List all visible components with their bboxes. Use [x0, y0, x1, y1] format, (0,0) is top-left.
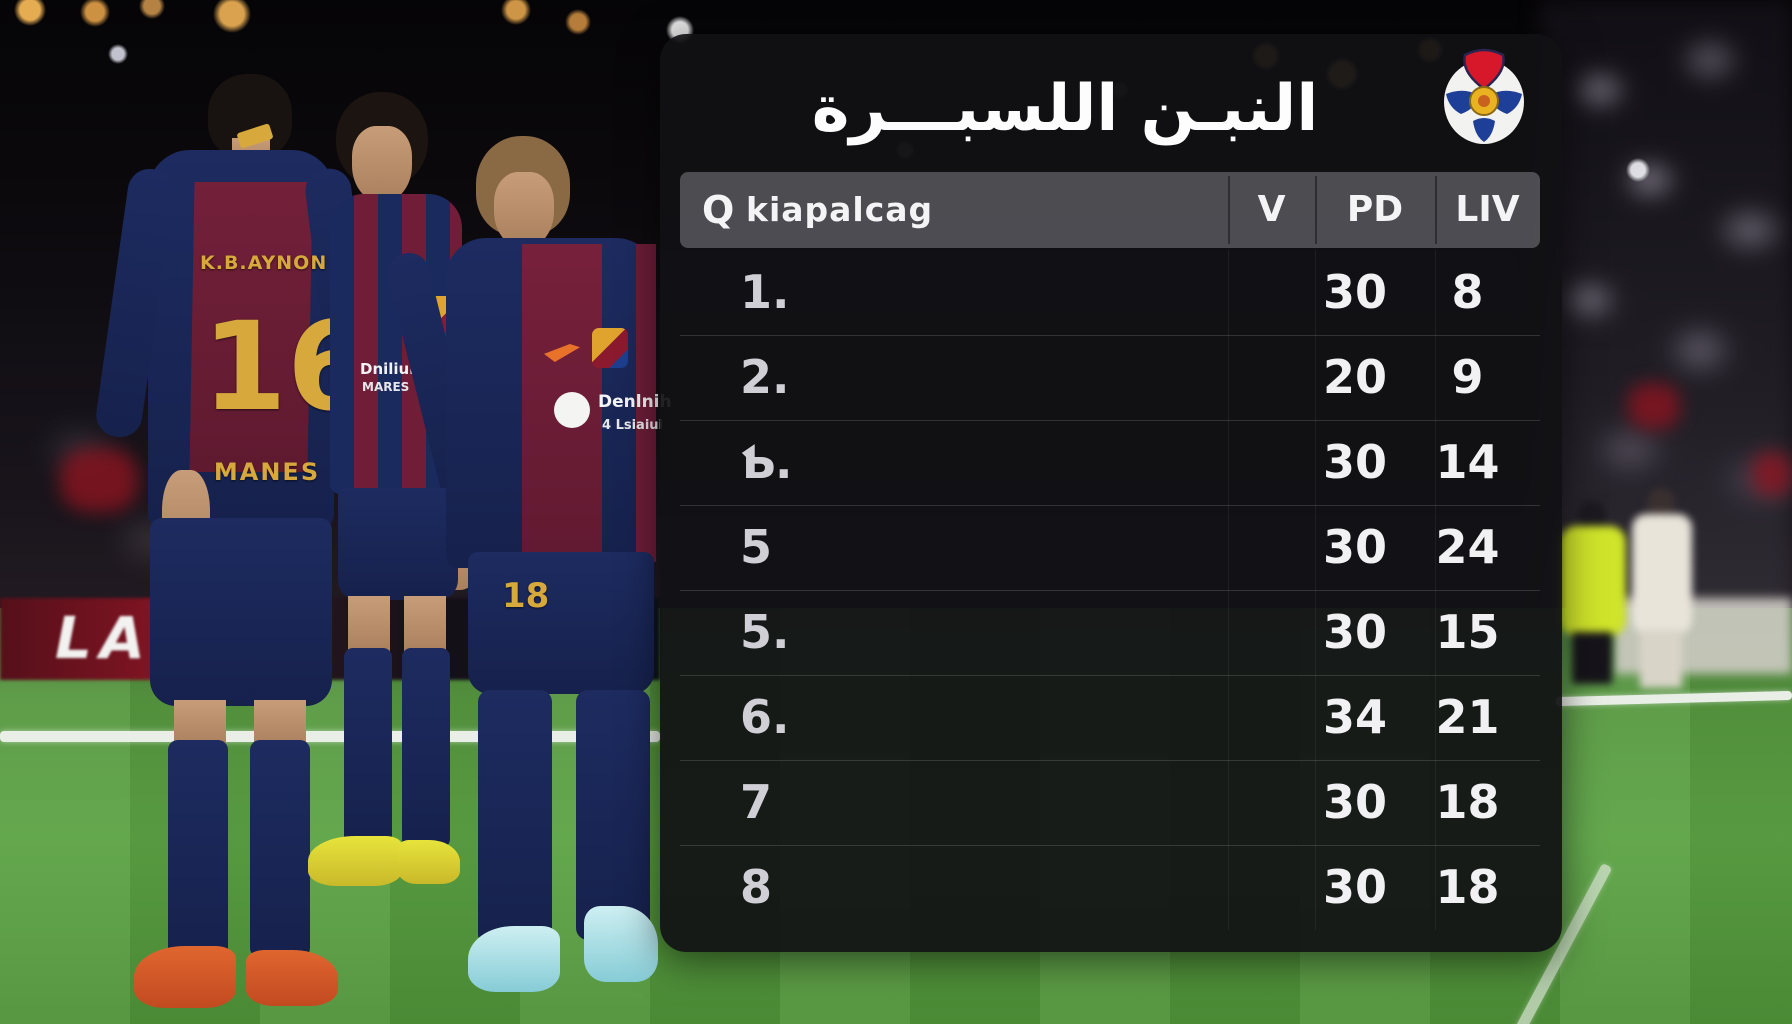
rank-cell: Ƅ. — [740, 435, 793, 489]
liv-cell: 18 — [1435, 775, 1500, 829]
rank-cell: 8 — [740, 860, 773, 914]
header-divider — [1435, 176, 1437, 244]
table-row: Ƅ. 30 14 — [660, 420, 1562, 505]
rank-cell: 7 — [740, 775, 773, 829]
player-middle-shorts — [338, 488, 458, 600]
player-middle-boot2 — [398, 840, 460, 884]
rank-cell: 6. — [740, 690, 790, 744]
liv-cell: 14 — [1435, 435, 1500, 489]
column-guide — [1315, 250, 1316, 930]
player-middle-leg1 — [348, 596, 390, 654]
player-right-sponsor-logo — [554, 392, 590, 428]
rank-cell: 5 — [740, 520, 773, 574]
column-guide — [1228, 250, 1229, 930]
rank-cell: 2. — [740, 350, 790, 404]
header-divider — [1228, 176, 1230, 244]
player-right-crest — [592, 328, 628, 368]
standings-panel: النبـن اللسبـــرة Q kiapalcag V PD LIV — [660, 34, 1562, 952]
table-row: 2. 20 9 — [660, 335, 1562, 420]
header-divider — [1315, 176, 1317, 244]
player-right-boot1 — [468, 926, 560, 992]
pd-cell: 20 — [1322, 350, 1387, 404]
liv-cell: 8 — [1451, 265, 1484, 319]
player-left-sock1 — [168, 740, 228, 958]
player-right-sock2 — [576, 690, 650, 940]
player-left-boot1 — [134, 946, 236, 1008]
liv-cell: 24 — [1435, 520, 1500, 574]
pd-cell: 30 — [1322, 520, 1387, 574]
player-middle-sponsor1: Dniliur — [360, 360, 417, 378]
header-name-column: kiapalcag — [746, 190, 934, 229]
player-right-face — [494, 172, 554, 248]
league-badge-icon — [1442, 48, 1526, 148]
player-right-shorts-number: 18 — [502, 576, 550, 616]
rank-cell: 1. — [740, 265, 790, 319]
player-left-number: 16 — [202, 296, 372, 438]
player-right-shirt-stripe2 — [636, 244, 656, 562]
pd-cell: 34 — [1322, 690, 1387, 744]
row-separator — [680, 675, 1540, 676]
liv-cell: 15 — [1435, 605, 1500, 659]
player-middle-sock2 — [402, 648, 450, 848]
table-row: 8 30 18 — [660, 845, 1562, 930]
table-row: 1. 30 8 — [660, 250, 1562, 335]
header-pd-column: PD — [1346, 189, 1404, 230]
pd-cell: 30 — [1322, 860, 1387, 914]
row-separator — [680, 845, 1540, 846]
pd-cell: 30 — [1322, 605, 1387, 659]
player-right-sponsor1: Denlnih — [598, 392, 672, 412]
player-left-hem-text: MANES — [213, 458, 321, 486]
pd-cell: 30 — [1322, 265, 1387, 319]
touchline-left — [0, 731, 660, 742]
table-row: 5 30 24 — [660, 505, 1562, 590]
table-row: 7 30 18 — [660, 760, 1562, 845]
table-row: 5. 30 15 — [660, 590, 1562, 675]
person-white — [1632, 488, 1692, 688]
header-q: Q — [702, 188, 735, 232]
pd-cell: 30 — [1322, 775, 1387, 829]
liv-cell: 21 — [1435, 690, 1500, 744]
liv-cell: 9 — [1451, 350, 1484, 404]
panel-title: النبـن اللسبـــرة — [811, 72, 1319, 146]
player-right-boot2 — [584, 906, 658, 982]
steward-yellow — [1560, 500, 1626, 685]
player-middle-sponsor2: MARES — [362, 380, 410, 394]
row-separator — [680, 590, 1540, 591]
player-left-boot2 — [246, 950, 338, 1006]
table-row: 6. 34 21 — [660, 675, 1562, 760]
player-left-shorts — [150, 518, 332, 706]
column-guide — [1435, 250, 1436, 930]
player-middle-face — [352, 126, 412, 202]
player-middle-boot1 — [308, 836, 402, 886]
table-header-row: Q kiapalcag V PD LIV — [680, 172, 1540, 248]
header-v-column: V — [1257, 189, 1286, 230]
player-right-shorts — [468, 552, 654, 694]
player-middle-leg2 — [404, 596, 446, 654]
rank-cell: 5. — [740, 605, 790, 659]
player-middle-sock1 — [344, 648, 392, 848]
pd-cell: 30 — [1322, 435, 1387, 489]
row-separator — [680, 420, 1540, 421]
liv-cell: 18 — [1435, 860, 1500, 914]
row-separator — [680, 335, 1540, 336]
player-left-sock2 — [250, 740, 310, 958]
header-liv-column: LIV — [1455, 189, 1520, 230]
row-separator — [680, 760, 1540, 761]
player-right-sponsor2: 4 Lsiaiui — [602, 418, 663, 433]
player-left-name: K.B.AYNON — [200, 252, 328, 274]
player-right-sock1 — [478, 690, 552, 946]
row-separator — [680, 505, 1540, 506]
